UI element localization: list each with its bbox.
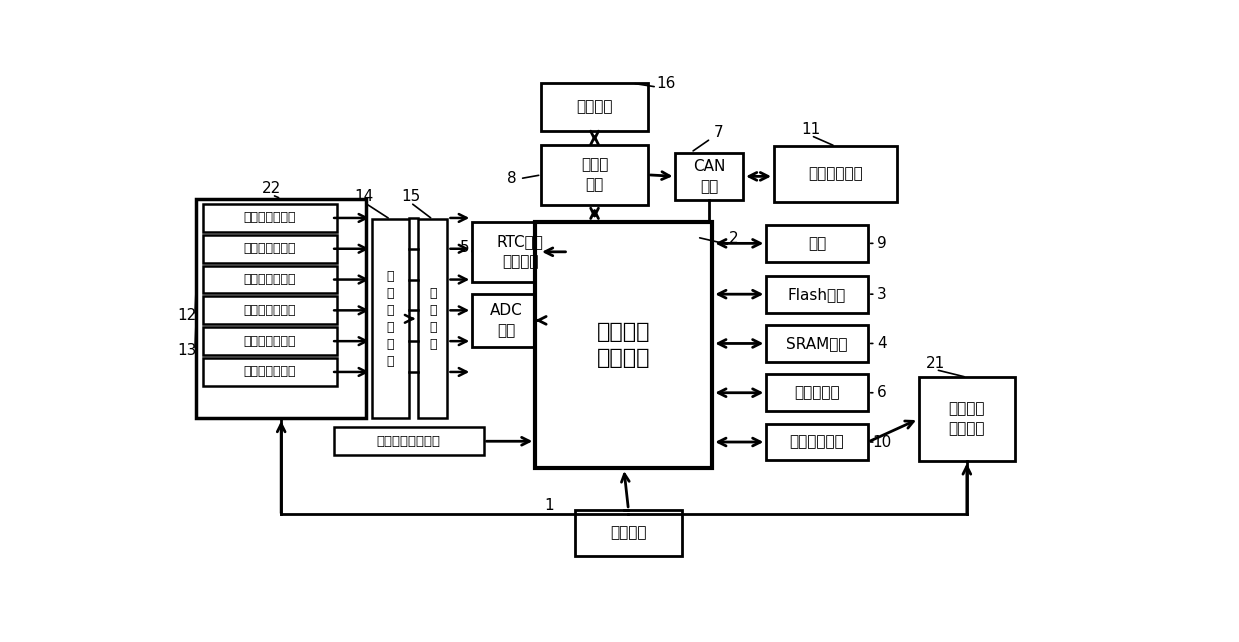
Bar <box>919 377 1015 460</box>
Text: 8: 8 <box>507 171 517 186</box>
Text: 霍尔电流互感器: 霍尔电流互感器 <box>244 365 296 378</box>
Bar <box>333 428 483 455</box>
Text: 看门狗模块: 看门狗模块 <box>794 385 840 400</box>
Text: 1: 1 <box>544 498 554 513</box>
Text: 9: 9 <box>877 236 887 251</box>
Bar <box>774 146 897 202</box>
Bar <box>541 83 648 131</box>
Text: Flash模块: Flash模块 <box>788 287 846 302</box>
Text: SRAM模块: SRAM模块 <box>787 336 847 351</box>
Bar <box>203 297 337 324</box>
Text: 2: 2 <box>729 231 738 247</box>
Text: 电源模块: 电源模块 <box>610 525 647 541</box>
Bar <box>766 374 867 412</box>
Text: 高压断路器开入量: 高压断路器开入量 <box>377 435 441 447</box>
Text: 12: 12 <box>177 308 197 323</box>
Bar <box>203 235 337 263</box>
Bar <box>766 424 867 460</box>
Text: 3: 3 <box>877 287 887 302</box>
Text: 线
性
光
耦: 线 性 光 耦 <box>429 287 436 351</box>
Bar <box>675 153 743 200</box>
Bar <box>372 220 409 418</box>
Text: 14: 14 <box>354 189 374 204</box>
Text: 信
号
调
理
电
路: 信 号 调 理 电 路 <box>387 270 394 368</box>
Bar <box>203 204 337 232</box>
Text: CAN
模块: CAN 模块 <box>693 159 726 194</box>
Text: 15: 15 <box>401 189 420 204</box>
Bar <box>472 221 569 282</box>
Bar <box>766 225 867 262</box>
Text: 监控中心: 监控中心 <box>576 100 613 114</box>
Text: 7: 7 <box>714 125 724 140</box>
Text: 10: 10 <box>872 435 891 449</box>
Bar <box>472 294 540 347</box>
Bar <box>766 275 867 313</box>
Text: 触头升温
监测终端: 触头升温 监测终端 <box>949 401 985 437</box>
Text: 直线位移传感器: 直线位移传感器 <box>244 211 296 225</box>
Bar <box>766 325 867 362</box>
Text: 11: 11 <box>802 122 820 137</box>
Text: 6: 6 <box>877 385 887 400</box>
Bar <box>535 221 712 468</box>
Text: 霍尔电流互感器: 霍尔电流互感器 <box>244 304 296 317</box>
Text: RTC实时
时钟模块: RTC实时 时钟模块 <box>497 234 544 269</box>
Bar <box>419 220 447 418</box>
Text: ADC
模块: ADC 模块 <box>489 303 523 338</box>
Bar <box>203 327 337 355</box>
Bar <box>197 199 366 418</box>
Text: 晶振: 晶振 <box>808 236 826 251</box>
Text: 16: 16 <box>657 76 675 91</box>
Bar <box>575 510 681 556</box>
Text: 无线收发模块: 无线收发模块 <box>789 435 845 449</box>
Text: 直线位移传感器: 直线位移传感器 <box>244 242 296 256</box>
Text: 监测终端
微控制器: 监测终端 微控制器 <box>597 322 650 369</box>
Text: 以太网
模块: 以太网 模块 <box>581 157 608 192</box>
Text: 22: 22 <box>263 181 281 196</box>
Bar <box>203 358 337 386</box>
Text: 4: 4 <box>877 336 887 351</box>
Bar <box>203 266 337 293</box>
Text: 21: 21 <box>926 356 945 371</box>
Bar <box>541 145 648 205</box>
Text: 人机交互模块: 人机交互模块 <box>808 166 862 182</box>
Text: 霍尔电流互感器: 霍尔电流互感器 <box>244 334 296 348</box>
Text: 5: 5 <box>460 241 470 256</box>
Text: 13: 13 <box>177 343 197 358</box>
Text: 直线位移传感器: 直线位移传感器 <box>244 273 296 286</box>
